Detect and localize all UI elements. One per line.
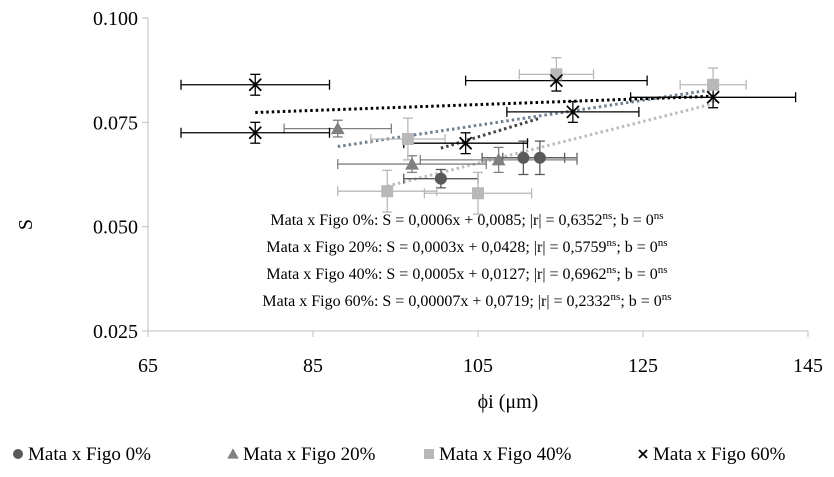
legend-marker-x — [638, 449, 648, 459]
y-tick-label: 0.050 — [93, 217, 138, 239]
x-marker-stroke — [458, 136, 473, 150]
data-point-square — [381, 185, 394, 198]
x-tick-label: 145 — [793, 355, 823, 377]
trendline-3 — [255, 94, 714, 114]
legend-entry-2: Mata x Figo 40% — [424, 444, 572, 465]
equation-line-3: Mata x Figo 60%: S = 0,00007x + 0,0719; … — [262, 291, 671, 310]
x-marker-stroke — [706, 90, 720, 104]
equation-superscript: ns — [662, 291, 672, 303]
equation-superscript: ns — [654, 210, 664, 222]
equation-main: Mata x Figo 0%: S = 0,0006x + 0,0085; |r… — [270, 212, 602, 229]
equation-mid: ; b = 0 — [612, 212, 653, 229]
trendline-2 — [386, 102, 714, 188]
equation-line-0: Mata x Figo 0%: S = 0,0006x + 0,0085; |r… — [270, 210, 663, 229]
equation-line-2: Mata x Figo 40%: S = 0,0005x + 0,0127; |… — [266, 264, 667, 283]
x-marker-stroke — [638, 449, 648, 459]
x-tick-label: 85 — [303, 355, 323, 377]
legend-marker-square — [424, 449, 434, 459]
equation-superscript: ns — [658, 264, 668, 276]
data-markers — [248, 68, 720, 200]
x-marker-stroke — [248, 78, 262, 92]
axes: 0.025 0.050 0.075 0.100 65 85 105 125 145 ϕi (μm)… — [15, 8, 823, 413]
data-point-x — [458, 136, 473, 150]
data-point-x — [248, 78, 262, 92]
legend-label: Mata x Figo 40% — [439, 444, 572, 465]
equation-superscript: ns — [611, 291, 621, 303]
data-point-square — [401, 133, 414, 146]
x-tick-label: 105 — [463, 355, 493, 377]
equation-superscript: ns — [603, 210, 613, 222]
data-point-x — [248, 126, 262, 140]
data-point-square — [472, 187, 484, 200]
legend-marker-triangle — [227, 448, 239, 459]
x-tick-label: 125 — [628, 355, 658, 377]
x-marker-stroke — [248, 126, 262, 140]
legend-label: Mata x Figo 20% — [243, 444, 376, 465]
data-point-triangle — [330, 121, 345, 135]
legend-label: Mata x Figo 60% — [653, 444, 786, 465]
equation-mid: ; b = 0 — [616, 266, 657, 283]
trendlines — [255, 88, 714, 188]
data-point-square — [707, 78, 720, 91]
regression-equations: Mata x Figo 0%: S = 0,0006x + 0,0085; |r… — [262, 210, 671, 310]
legend-entry-1: Mata x Figo 20% — [227, 444, 376, 465]
equation-superscript: ns — [658, 237, 668, 249]
data-point-x — [706, 90, 720, 104]
equation-superscript: ns — [607, 237, 617, 249]
data-point-triangle — [405, 157, 419, 170]
data-point-x — [566, 105, 580, 119]
error-bars — [180, 56, 797, 215]
legend-marker-circle — [13, 449, 23, 459]
data-point-circle — [517, 151, 530, 164]
data-point-circle — [434, 172, 447, 185]
data-point-circle — [533, 151, 546, 164]
data-point-triangle — [491, 152, 506, 166]
x-marker-stroke — [549, 73, 564, 88]
equation-main: Mata x Figo 60%: S = 0,00007x + 0,0719; … — [262, 293, 610, 310]
legend-label: Mata x Figo 0% — [28, 444, 151, 465]
x-axis-title: ϕi (μm) — [478, 391, 539, 413]
x-marker-stroke — [566, 105, 580, 119]
legend-entry-3: Mata x Figo 60% — [638, 444, 786, 465]
equation-line-1: Mata x Figo 20%: S = 0,0003x + 0,0428; |… — [266, 237, 667, 256]
x-tick-label: 65 — [138, 355, 158, 377]
legend: Mata x Figo 0% Mata x Figo 20% Mata x Figo… — [13, 444, 786, 465]
equation-mid: ; b = 0 — [616, 239, 657, 256]
legend-entry-0: Mata x Figo 0% — [13, 444, 151, 465]
y-tick-label: 0.075 — [93, 112, 138, 134]
y-tick-label: 0.025 — [93, 321, 138, 343]
equation-superscript: ns — [607, 264, 617, 276]
y-axis-title: S — [15, 219, 37, 230]
y-tick-label: 0.100 — [93, 8, 138, 30]
equation-main: Mata x Figo 20%: S = 0,0003x + 0,0428; |… — [266, 239, 606, 256]
data-point-x — [549, 73, 564, 88]
data-point-square — [550, 68, 563, 81]
equation-mid: ; b = 0 — [620, 293, 661, 310]
equation-main: Mata x Figo 40%: S = 0,0005x + 0,0127; |… — [266, 266, 606, 283]
